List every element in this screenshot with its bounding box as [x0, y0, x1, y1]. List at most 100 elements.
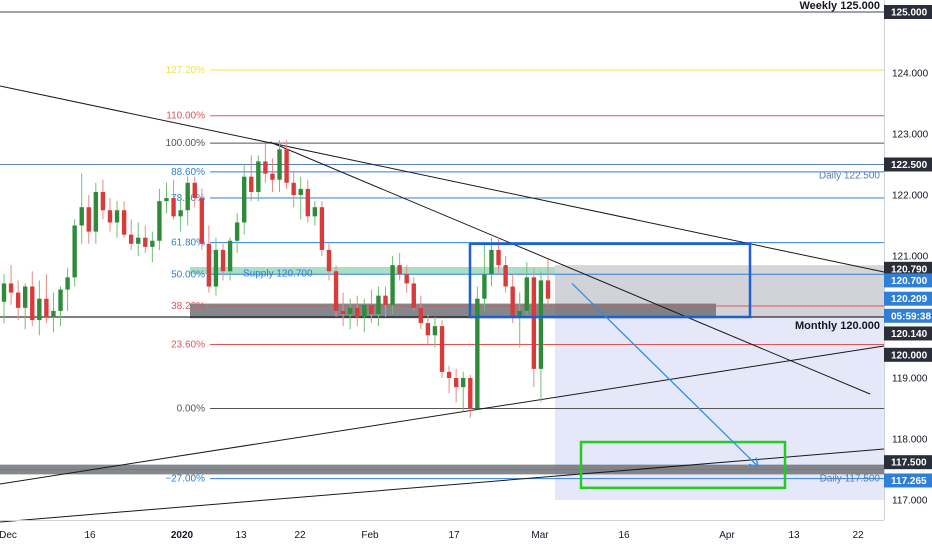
candle-body[interactable]: [510, 286, 515, 318]
candle[interactable]: [425, 313, 431, 345]
candle[interactable]: [461, 371, 466, 412]
price-badge[interactable]: 117.500: [884, 455, 932, 470]
candle[interactable]: [23, 283, 28, 330]
candle-body[interactable]: [461, 378, 466, 388]
price-badge[interactable]: 117.265: [884, 473, 932, 488]
candle[interactable]: [8, 265, 14, 305]
candle-body[interactable]: [8, 283, 14, 293]
candle-body[interactable]: [482, 274, 487, 299]
candle-body[interactable]: [446, 371, 452, 378]
candle[interactable]: [107, 198, 113, 232]
candle[interactable]: [270, 158, 275, 192]
candle-body[interactable]: [157, 201, 162, 241]
candle[interactable]: [482, 243, 487, 311]
candle[interactable]: [411, 277, 416, 311]
candle[interactable]: [538, 271, 544, 403]
candle[interactable]: [150, 231, 155, 263]
candle[interactable]: [143, 225, 148, 253]
candle[interactable]: [312, 201, 318, 226]
candle[interactable]: [277, 140, 282, 192]
candle-body[interactable]: [86, 207, 91, 232]
candle-body[interactable]: [185, 182, 190, 211]
candle[interactable]: [136, 222, 141, 256]
candle-body[interactable]: [475, 298, 480, 409]
candle[interactable]: [404, 265, 409, 293]
candle-body[interactable]: [220, 249, 226, 272]
candle-body[interactable]: [30, 286, 35, 321]
candle[interactable]: [58, 286, 63, 327]
candle-body[interactable]: [23, 286, 28, 308]
candle-body[interactable]: [242, 176, 247, 223]
candle[interactable]: [284, 140, 289, 189]
candle[interactable]: [383, 286, 388, 318]
price-axis[interactable]: 125.000 124.000 123.000 122.000 121.000 119.0…: [884, 0, 932, 550]
candle-body[interactable]: [72, 225, 77, 278]
candle[interactable]: [79, 173, 84, 244]
candle[interactable]: [347, 298, 353, 330]
target-box[interactable]: [579, 440, 787, 490]
candle[interactable]: [171, 179, 176, 220]
candle-body[interactable]: [213, 249, 219, 287]
candle[interactable]: [249, 155, 254, 202]
candle[interactable]: [503, 256, 508, 293]
candle[interactable]: [531, 268, 537, 388]
candle[interactable]: [517, 292, 522, 348]
candle[interactable]: [192, 176, 197, 208]
candle[interactable]: [397, 252, 402, 281]
price-badge[interactable]: 125.000: [884, 5, 932, 19]
candle-body[interactable]: [503, 265, 508, 287]
candle-body[interactable]: [376, 295, 381, 314]
candle[interactable]: [128, 219, 134, 250]
candle-body[interactable]: [93, 191, 99, 232]
candles-layer[interactable]: [1, 140, 551, 418]
candle[interactable]: [44, 274, 49, 324]
candle[interactable]: [291, 170, 296, 208]
candle[interactable]: [15, 280, 21, 321]
candle[interactable]: [157, 188, 162, 250]
candle[interactable]: [37, 280, 42, 336]
candle[interactable]: [545, 259, 551, 305]
candle-body[interactable]: [312, 207, 318, 217]
candle[interactable]: [369, 289, 374, 324]
candle[interactable]: [326, 243, 332, 281]
candle[interactable]: [475, 286, 480, 409]
candle-body[interactable]: [545, 280, 551, 299]
candle-body[interactable]: [404, 274, 409, 284]
candle-body[interactable]: [425, 323, 431, 336]
candle[interactable]: [242, 164, 247, 235]
candle[interactable]: [263, 143, 268, 183]
candle-body[interactable]: [143, 237, 148, 247]
candle[interactable]: [489, 237, 494, 287]
candle-body[interactable]: [291, 182, 296, 195]
candle[interactable]: [65, 268, 70, 311]
candle-body[interactable]: [121, 210, 127, 235]
candle-body[interactable]: [418, 307, 424, 324]
candle-body[interactable]: [79, 207, 84, 226]
candle-body[interactable]: [44, 298, 49, 317]
price-badge[interactable]: 120.700: [884, 273, 932, 288]
candle[interactable]: [100, 179, 106, 220]
candle[interactable]: [30, 271, 35, 327]
candle[interactable]: [199, 188, 205, 250]
candle[interactable]: [178, 195, 183, 232]
candle-body[interactable]: [277, 149, 282, 180]
candle-body[interactable]: [333, 271, 339, 311]
candle-body[interactable]: [107, 210, 113, 223]
candle-body[interactable]: [164, 198, 169, 202]
candle-body[interactable]: [531, 277, 537, 369]
price-badge[interactable]: 120.790: [884, 261, 932, 276]
candle-body[interactable]: [326, 249, 332, 272]
candle-body[interactable]: [206, 243, 212, 287]
candle-body[interactable]: [496, 249, 501, 266]
candle[interactable]: [524, 262, 529, 317]
candle-body[interactable]: [468, 378, 473, 409]
candle-body[interactable]: [270, 173, 275, 180]
candle[interactable]: [439, 320, 445, 378]
candle-body[interactable]: [65, 277, 70, 290]
price-badge[interactable]: 122.500: [884, 157, 932, 172]
candle-body[interactable]: [538, 280, 544, 369]
candle-body[interactable]: [263, 161, 268, 174]
candle[interactable]: [72, 219, 77, 287]
candle[interactable]: [340, 292, 346, 327]
